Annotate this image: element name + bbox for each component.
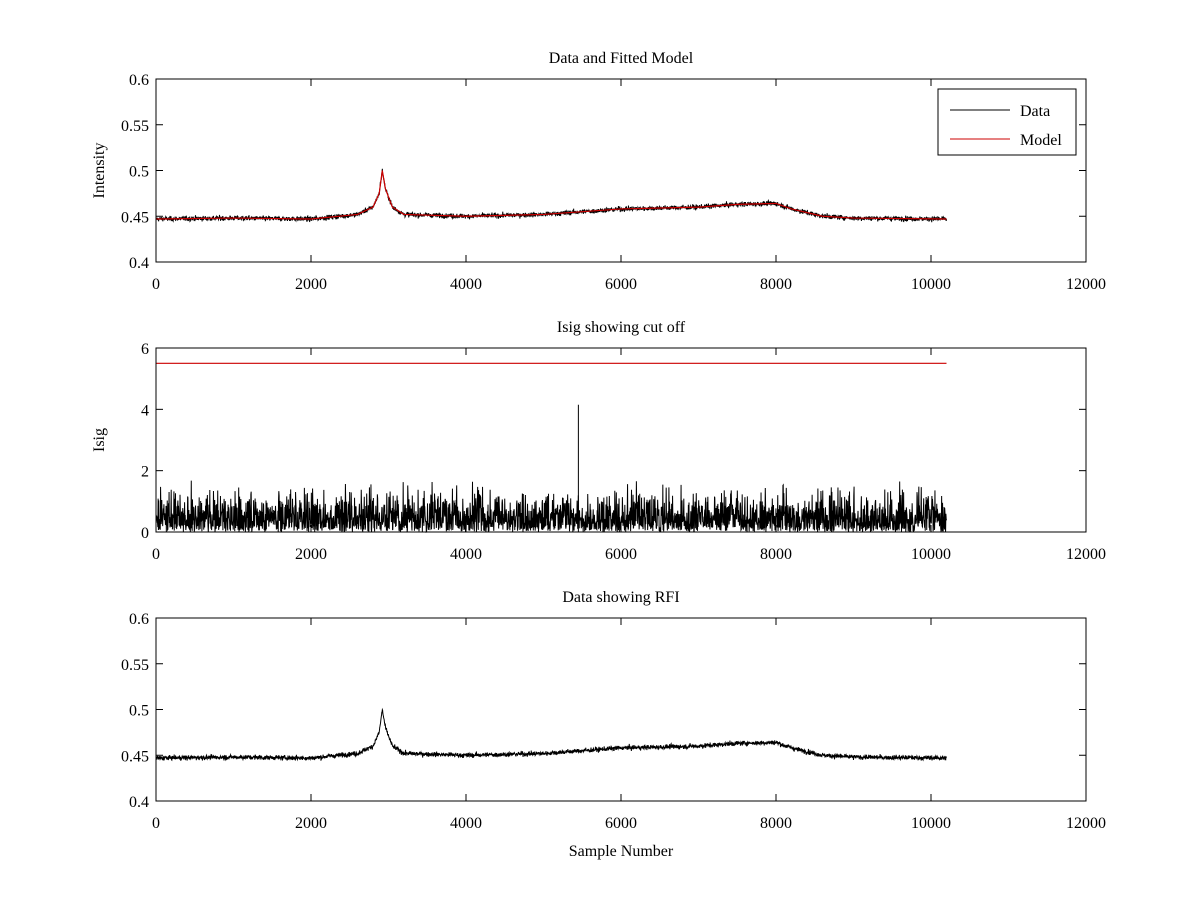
y-axis-label: Intensity xyxy=(91,143,108,199)
chart-title: Data showing RFI xyxy=(562,589,679,606)
series-line-isig xyxy=(155,480,947,534)
x-tick-label: 10000 xyxy=(911,815,951,832)
x-tick-label: 2000 xyxy=(295,815,327,832)
y-tick-label: 0.45 xyxy=(121,209,149,226)
x-ticks: 0 2000 4000 6000 8000 10000 12000 xyxy=(152,348,1106,563)
x-tick-label: 10000 xyxy=(911,546,951,563)
x-tick-label: 8000 xyxy=(760,276,792,293)
y-tick-label: 0 xyxy=(141,525,149,542)
subplot-data-and-fitted-model: 0 2000 4000 6000 8000 10000 12000 0.40.450.50.… xyxy=(91,50,1106,293)
y-tick-label: 0.5 xyxy=(129,164,149,181)
series-group xyxy=(155,168,947,223)
x-tick-label: 12000 xyxy=(1066,546,1106,563)
x-tick-label: 6000 xyxy=(605,546,637,563)
series-line-model xyxy=(155,170,947,220)
y-tick-label: 0.4 xyxy=(129,255,149,272)
y-tick-label: 0.4 xyxy=(129,794,149,811)
y-tick-label: 6 xyxy=(141,341,149,358)
x-tick-label: 2000 xyxy=(295,546,327,563)
x-tick-label: 2000 xyxy=(295,276,327,293)
y-tick-label: 0.55 xyxy=(121,657,149,674)
y-ticks: 0.4 0.45 0.5 0.55 0.6 xyxy=(121,72,1086,272)
x-tick-label: 0 xyxy=(152,546,160,563)
x-axis-label: Sample Number xyxy=(569,843,674,860)
y-tick-label: 0.6 xyxy=(129,611,149,628)
x-ticks: 0 2000 4000 6000 8000 10000 12000 xyxy=(152,79,1106,293)
y-ticks: 0.4 0.45 0.5 0.55 0.6 xyxy=(121,611,1086,811)
subplot-isig-showing-cut-off: 0 2000 4000 6000 8000 10000 12000 0 2 4 6 Isig sh… xyxy=(91,319,1106,563)
y-tick-label: 0.6 xyxy=(129,72,149,89)
x-tick-label: 6000 xyxy=(605,815,637,832)
series-line-data xyxy=(155,168,947,223)
y-tick-label: 0.55 xyxy=(121,118,149,135)
chart-title: Isig showing cut off xyxy=(557,319,686,336)
y-tick-label: 0.5 xyxy=(129,703,149,720)
legend-entry-data: Data xyxy=(1020,103,1050,120)
x-tick-label: 10000 xyxy=(911,276,951,293)
legend: Data Model xyxy=(937,88,1077,156)
x-tick-label: 4000 xyxy=(450,276,482,293)
series-line-data xyxy=(155,707,947,762)
legend-box xyxy=(937,88,1077,156)
x-tick-label: 8000 xyxy=(760,546,792,563)
chart-title: Data and Fitted Model xyxy=(549,50,694,67)
x-tick-label: 6000 xyxy=(605,276,637,293)
y-tick-label: 0.45 xyxy=(121,748,149,765)
x-tick-label: 0 xyxy=(152,815,160,832)
y-axis-label: Isig xyxy=(91,428,108,452)
x-tick-label: 4000 xyxy=(450,546,482,563)
series-group xyxy=(155,707,947,762)
legend-entry-model: Model xyxy=(1020,132,1062,149)
x-tick-label: 4000 xyxy=(450,815,482,832)
x-tick-label: 8000 xyxy=(760,815,792,832)
y-tick-label: 4 xyxy=(141,402,149,419)
axes-frame xyxy=(155,617,1087,802)
y-tick-label: 2 xyxy=(141,464,149,481)
axes-frame xyxy=(155,78,1087,263)
x-tick-label: 12000 xyxy=(1066,276,1106,293)
axes-frame xyxy=(155,347,1087,533)
subplot-data-showing-rfi: 0 2000 4000 6000 8000 10000 12000 0.40.450.50.… xyxy=(121,589,1106,860)
x-tick-label: 0 xyxy=(152,276,160,293)
x-tick-label: 12000 xyxy=(1066,815,1106,832)
series-group xyxy=(155,362,947,534)
x-ticks: 0 2000 4000 6000 8000 10000 12000 xyxy=(152,618,1106,832)
